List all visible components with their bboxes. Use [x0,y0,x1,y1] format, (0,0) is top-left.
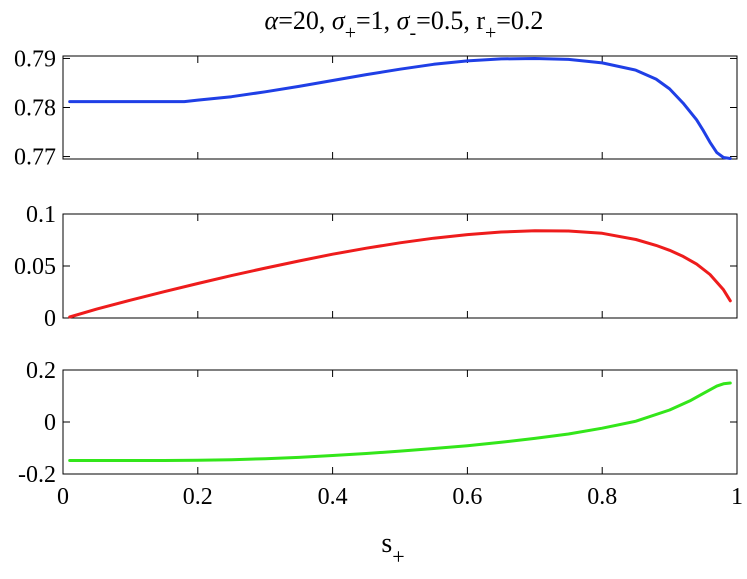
y-tick-label: 0.78 [14,96,56,122]
y-tick-label: 0.79 [14,46,56,72]
x-axis-label: s+ [381,528,404,569]
x-tick-label: 0 [57,484,69,510]
y-tick-label: 0.05 [14,254,56,280]
y-tick-label: -0.2 [18,462,56,488]
x-tick-label: 1 [731,484,743,510]
series-line [68,229,732,319]
top-panel: 0.77 0.78 0.79 [14,46,738,171]
x-tick-label: 0.4 [318,484,348,510]
x-tick-label: 0.8 [587,484,617,510]
y-tick-label: 0.1 [26,202,56,228]
x-tick-label: 0.6 [452,484,482,510]
y-tick-label: 0 [44,410,56,436]
y-tick-label: 0 [44,306,56,332]
series-line [68,381,732,462]
middle-panel: 0 0.05 0.1 [14,202,738,332]
bottom-panel: -0.200.20 0.2 0.4 0.6 0.8 1 [18,358,743,510]
x-tick-label: 0.2 [183,484,213,510]
series-line [68,57,732,160]
y-tick-label: 0.77 [14,145,56,171]
y-tick-label: 0.2 [26,358,56,384]
chart-title: α=20, σ+=1, σ-=0.5, r+=0.2 [265,6,544,44]
